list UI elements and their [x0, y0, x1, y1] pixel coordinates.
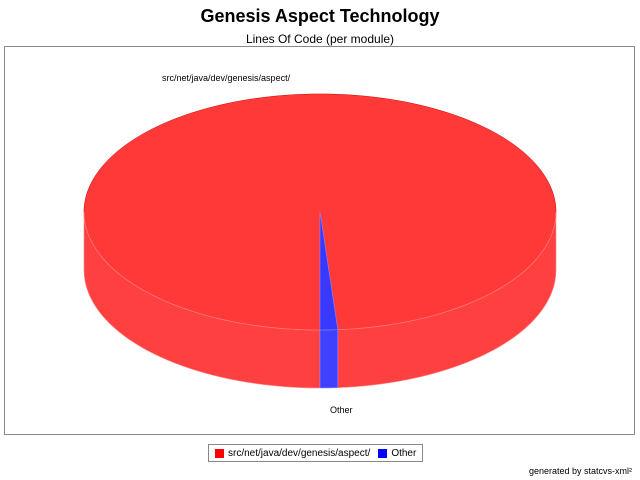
- footer-credit: generated by statcvs-xml²: [528, 466, 632, 476]
- legend-item-other: Other: [378, 448, 416, 459]
- legend-swatch-other: [378, 448, 388, 458]
- slice-side-1: [319, 329, 339, 389]
- pie-rim: [83, 93, 557, 213]
- legend-label-other: Other: [391, 447, 417, 459]
- legend-label-aspect: src/net/java/dev/genesis/aspect/: [228, 447, 371, 459]
- legend-swatch-aspect: [215, 448, 224, 458]
- legend-item-aspect: src/net/java/dev/genesis/aspect/: [215, 448, 370, 459]
- slice-label-aspect: src/net/java/dev/genesis/aspect/: [162, 73, 291, 83]
- slice-top-1: [319, 211, 339, 331]
- legend: src/net/java/dev/genesis/aspect/ Other: [208, 444, 424, 462]
- slice-label-other: Other: [330, 405, 353, 415]
- chart-title: Genesis Aspect Technology: [200, 6, 440, 26]
- chart-subtitle: Lines Of Code (per module): [245, 32, 395, 46]
